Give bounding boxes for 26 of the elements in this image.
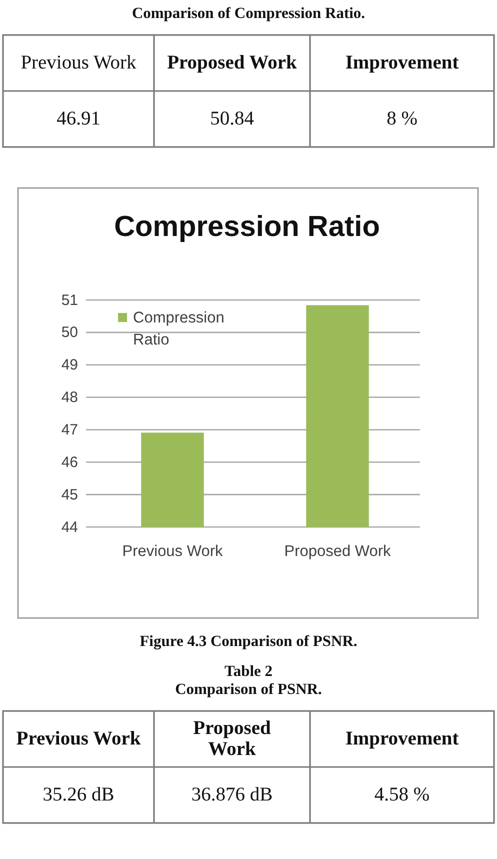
y-tick-label: 49 xyxy=(61,356,78,374)
y-tick-label: 51 xyxy=(61,292,78,309)
text: Improvement xyxy=(345,52,460,74)
y-tick-label: 50 xyxy=(61,324,78,342)
y-tick-label: 47 xyxy=(61,422,78,439)
text: 8 % xyxy=(386,108,418,130)
text: Proposed Work xyxy=(167,52,298,74)
text: Comparison of Compression Ratio. xyxy=(132,5,366,22)
y-tick-label: 44 xyxy=(61,518,78,536)
text: 4.58 % xyxy=(374,784,430,806)
legend-label: Compression Ratio xyxy=(133,310,224,348)
text: 35.26 dB xyxy=(42,784,114,806)
y-tick-label: 48 xyxy=(61,389,78,406)
text: 46.91 xyxy=(56,108,100,130)
chart-title: Compression Ratio xyxy=(114,211,380,243)
text: Comparison of PSNR. xyxy=(175,681,322,698)
text: Improvement xyxy=(345,728,460,750)
text: Table 2 xyxy=(224,663,273,680)
text: 36.876 dB xyxy=(191,784,273,806)
text: Previous Work xyxy=(20,52,137,74)
text: Previous Work xyxy=(16,728,141,750)
text: 50.84 xyxy=(210,108,254,130)
y-tick-label: 45 xyxy=(61,486,78,504)
caption: Figure 4.3 Comparison of PSNR. xyxy=(140,633,358,650)
y-tick-label: 46 xyxy=(61,454,78,471)
text: Proposed Work xyxy=(193,718,271,760)
